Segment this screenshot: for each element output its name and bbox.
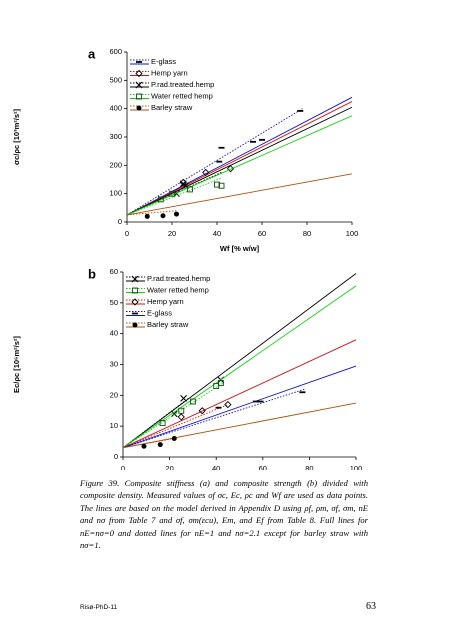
marker-circle [132,322,138,328]
y-tick-label: 600 [109,47,122,56]
marker-x-stroke [131,275,139,283]
y-tick-label: 0 [118,217,122,226]
x-tick-label: 60 [259,464,267,470]
marker-x [135,81,143,89]
footer-left: Risø-PhD-11 [80,604,118,611]
legend-label: E-glass [147,308,172,317]
marker-circle [174,211,179,217]
x-tick-label: 100 [350,464,363,470]
panel-label: a [88,46,96,61]
legend-label: P.rad.treated.hemp [147,274,210,283]
marker-x-stroke [135,81,143,89]
y-tick-label: 20 [110,390,118,399]
x-tick-label: 0 [125,229,129,238]
marker-square [187,186,193,193]
x-tick-label: 60 [258,229,266,238]
marker-circle [144,213,150,219]
y-axis-label: σc/ρc [10³m²/s²] [12,108,21,165]
marker-diamond [177,413,185,421]
y-axis-label: Ec/ρc [10⁶m²/s²] [12,336,21,393]
marker-square [218,182,225,189]
marker-diamond [131,298,139,306]
y-tick-label: 30 [110,359,118,368]
marker-diamond [202,168,210,177]
y-tick-label: 40 [110,329,118,338]
y-tick-label: 50 [110,298,118,307]
model-line-full [122,402,357,449]
y-tick-label: 300 [109,132,122,141]
marker-x [131,275,139,283]
marker-circle [171,436,177,441]
y-tick-label: 400 [109,104,122,113]
marker-diamond [226,165,235,173]
y-tick-label: 60 [110,267,118,276]
page-number: 63 [366,601,376,612]
x-tick-label: 40 [212,464,220,470]
caption: Figure 39. Composite stiffness (a) and c… [80,478,368,551]
x-tick-label: 80 [305,464,313,470]
marker-square [213,383,220,390]
model-line-full [122,339,357,449]
model-line-dotted [126,210,177,216]
marker-x-stroke [170,410,178,418]
x-tick-label: 20 [168,229,176,238]
x-tick-label: 20 [165,464,173,470]
model-line-full [126,96,353,216]
y-tick-label: 10 [110,421,118,430]
marker-diamond [135,69,143,78]
marker-diamond [224,400,232,409]
model-line-dotted [122,438,175,449]
marker-diamond [198,407,206,415]
marker-square [189,398,196,405]
panel-label: b [88,266,96,281]
model-line-full [126,101,353,216]
legend-label: Water retted hemp [147,285,209,294]
marker-square [136,93,142,100]
x-tick-label: 0 [121,464,125,470]
marker-square [217,380,224,386]
model-line-dotted [126,177,222,216]
marker-circle [157,442,163,448]
marker-square [214,181,220,188]
model-line-dotted [122,404,229,449]
legend-label: Barley straw [151,103,193,112]
marker-square [159,420,166,427]
marker-x-stroke [182,182,189,190]
model-line-full [126,173,353,216]
legend-label: Hemp yarn [151,68,188,77]
marker-x [180,395,187,402]
marker-square [178,407,185,414]
model-line-dotted [126,108,303,216]
x-tick-label: 40 [213,229,221,238]
x-tick-label: 100 [346,229,359,238]
marker-square [169,190,175,197]
x-axis-label: Wf [% w/w] [220,244,260,253]
legend-label: P.rad.treated.hemp [151,80,214,89]
legend-label: Barley straw [147,320,189,329]
y-tick-label: 200 [109,160,122,169]
marker-x-stroke [180,395,187,402]
marker-square [157,196,164,203]
model-line-full [126,106,353,216]
legend-label: Water retted hemp [151,91,213,100]
marker-circle [136,105,142,111]
model-line-full [126,115,353,216]
marker-square [132,287,138,294]
model-line-dotted [122,388,305,449]
x-tick-label: 80 [303,229,311,238]
model-line-dotted [122,382,224,449]
marker-x [170,410,178,418]
legend-label: Hemp yarn [147,297,184,306]
legend-label: E-glass [151,57,176,66]
model-line-full [122,365,357,449]
marker-circle [160,213,166,219]
y-tick-label: 0 [114,452,118,461]
y-tick-label: 100 [109,189,122,198]
y-tick-label: 500 [109,75,122,84]
marker-circle [141,443,147,449]
